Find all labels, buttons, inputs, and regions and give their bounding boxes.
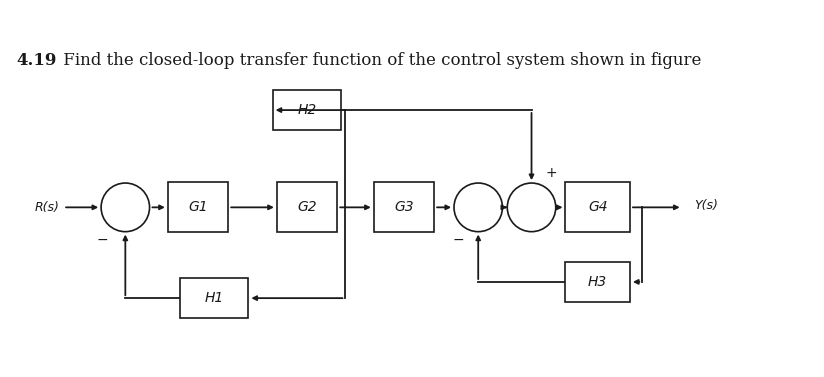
Bar xyxy=(273,90,341,130)
Text: G3: G3 xyxy=(394,200,414,215)
Text: G1: G1 xyxy=(188,200,208,215)
Text: H1: H1 xyxy=(204,291,224,305)
Ellipse shape xyxy=(508,183,555,232)
Bar xyxy=(373,182,434,233)
Text: Find the closed-loop transfer function of the control system shown in figure: Find the closed-loop transfer function o… xyxy=(59,52,702,69)
Text: G4: G4 xyxy=(588,200,607,215)
Text: H3: H3 xyxy=(588,275,607,289)
Bar xyxy=(277,182,337,233)
Text: +: + xyxy=(545,166,558,180)
Text: −: − xyxy=(97,233,109,247)
Bar xyxy=(180,278,249,319)
Bar xyxy=(565,262,630,302)
Text: Y(s): Y(s) xyxy=(695,199,719,212)
Text: G2: G2 xyxy=(297,200,317,215)
Ellipse shape xyxy=(454,183,503,232)
Text: R(s): R(s) xyxy=(35,201,59,214)
Text: 4.19: 4.19 xyxy=(16,52,57,69)
Bar xyxy=(565,182,630,233)
Text: H2: H2 xyxy=(297,103,316,117)
Bar xyxy=(168,182,228,233)
Text: −: − xyxy=(452,233,464,247)
Ellipse shape xyxy=(101,183,149,232)
